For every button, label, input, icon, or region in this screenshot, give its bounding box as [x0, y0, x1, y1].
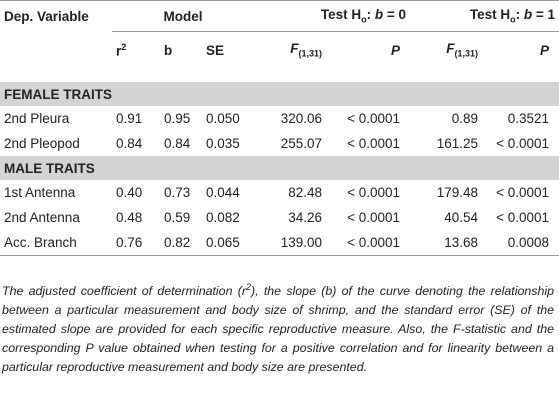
header-text: = 0 — [383, 7, 407, 23]
header-cell: Model — [112, 0, 255, 32]
cell: < 0.0001 — [496, 136, 550, 151]
spacer — [0, 68, 559, 82]
header-text: 2 — [121, 41, 127, 52]
header-text: P — [540, 42, 550, 58]
cell: 0.89 — [451, 111, 479, 126]
cell: 0.050 — [206, 111, 240, 126]
header-cell: F(1,31) — [410, 32, 488, 69]
spacer-row — [0, 68, 559, 82]
header-text: (1,31) — [298, 48, 323, 59]
data-row: 2nd Pleopod 0.84 0.84 0.035 255.07 < 0.0001 16… — [0, 131, 559, 156]
group-header-row: Dep. Variable Model Test Ho: b = 0 Test … — [0, 0, 559, 32]
cell: 320.06 — [280, 111, 323, 126]
cell: 0.3521 — [507, 111, 550, 126]
cell: < 0.0001 — [347, 210, 401, 225]
cell: 40.54 — [444, 210, 479, 225]
header-cell: Test Ho: b = 0 — [254, 0, 411, 32]
cell: 2nd Antenna — [4, 210, 80, 225]
cell: < 0.0001 — [496, 210, 550, 225]
header-text: F — [290, 41, 299, 57]
cell: 0.73 — [164, 185, 191, 200]
data-row: 1st Antenna 0.40 0.73 0.044 82.48 < 0.0001 179… — [0, 180, 559, 205]
header-cell: b — [160, 32, 202, 69]
caption-text: The adjusted coefficient of determinatio… — [2, 284, 246, 299]
cell: 0.95 — [164, 111, 191, 126]
cell: 0.035 — [206, 136, 240, 151]
section-row: FEMALE TRAITS — [0, 82, 559, 106]
data-row: 2nd Pleura 0.91 0.95 0.050 320.06 < 0.0001 0.8… — [0, 106, 559, 131]
header-text: b — [164, 42, 173, 58]
cell: 2nd Pleura — [4, 111, 70, 126]
data-row: 2nd Antenna 0.48 0.59 0.082 34.26 < 0.0001 40.… — [0, 205, 559, 230]
cell: 0.065 — [202, 230, 255, 256]
header-cell — [0, 32, 112, 69]
header-cell: r2 — [112, 32, 160, 69]
header-text: Test H — [320, 7, 362, 23]
table-body: FEMALE TRAITS 2nd Pleura 0.91 0.95 0.050 320.… — [0, 68, 559, 256]
data-row: Acc. Branch 0.76 0.82 0.065 139.00 < 0.0001 13… — [0, 230, 559, 256]
cell: 255.07 — [280, 136, 323, 151]
cell: 161.25 — [436, 136, 479, 151]
cell: < 0.0001 — [347, 185, 401, 200]
cell: 0.84 — [116, 136, 143, 151]
data-table: Dep. Variable Model Test Ho: b = 0 Test … — [0, 0, 559, 256]
header-text: : — [515, 7, 524, 23]
section-title: FEMALE TRAITS — [0, 82, 559, 106]
caption: The adjusted coefficient of determinatio… — [2, 278, 554, 377]
header-cell: P — [332, 32, 410, 69]
header-text: Test H — [469, 7, 511, 23]
cell: 34.26 — [288, 210, 323, 225]
header-text: b — [523, 7, 533, 23]
caption-text: ), the slope (b) of the curve denoting t… — [2, 284, 554, 375]
cell: 0.40 — [116, 185, 143, 200]
header-text: o — [510, 14, 516, 25]
cell: 0.84 — [164, 136, 191, 151]
header-text: = 1 — [532, 7, 556, 23]
cell: 13.68 — [410, 230, 489, 256]
cell: 0.082 — [206, 210, 240, 225]
cell: 139.00 — [254, 230, 333, 256]
cell: 0.59 — [164, 210, 191, 225]
header-text: SE — [206, 42, 225, 58]
cell: < 0.0001 — [496, 185, 550, 200]
cell: 0.48 — [116, 210, 143, 225]
cell: 1st Antenna — [4, 185, 76, 200]
header-cell: P — [488, 32, 559, 69]
cell: 0.76 — [112, 230, 160, 256]
column-header-row: r2 b SE F(1,31) P F(1,31) P — [0, 32, 559, 69]
header-cell: Dep. Variable — [0, 0, 112, 32]
header-text: P — [391, 42, 401, 58]
caption-text: 2 — [246, 282, 252, 292]
cell: < 0.0001 — [347, 136, 401, 151]
cell: 0.82 — [160, 230, 202, 256]
cell: 82.48 — [288, 185, 323, 200]
cell: < 0.0001 — [332, 230, 411, 256]
cell: 0.044 — [206, 185, 240, 200]
header-cell: Test Ho: b = 1 — [410, 0, 559, 32]
cell: Acc. Branch — [0, 230, 112, 256]
section-row: MALE TRAITS — [0, 156, 559, 180]
cell: 0.0008 — [488, 230, 559, 256]
header-text: : — [366, 7, 375, 23]
section-title: MALE TRAITS — [0, 156, 559, 180]
cell: 179.48 — [436, 185, 479, 200]
cell: 0.91 — [116, 111, 143, 126]
header-text: F — [446, 41, 455, 57]
cell: 2nd Pleopod — [4, 136, 80, 151]
header-text: (1,31) — [454, 48, 479, 59]
header-text: b — [374, 7, 384, 23]
header-cell: SE — [202, 32, 254, 69]
header-text: r — [116, 43, 122, 59]
header-cell: F(1,31) — [254, 32, 332, 69]
cell: < 0.0001 — [347, 111, 401, 126]
header-text: o — [361, 14, 367, 25]
